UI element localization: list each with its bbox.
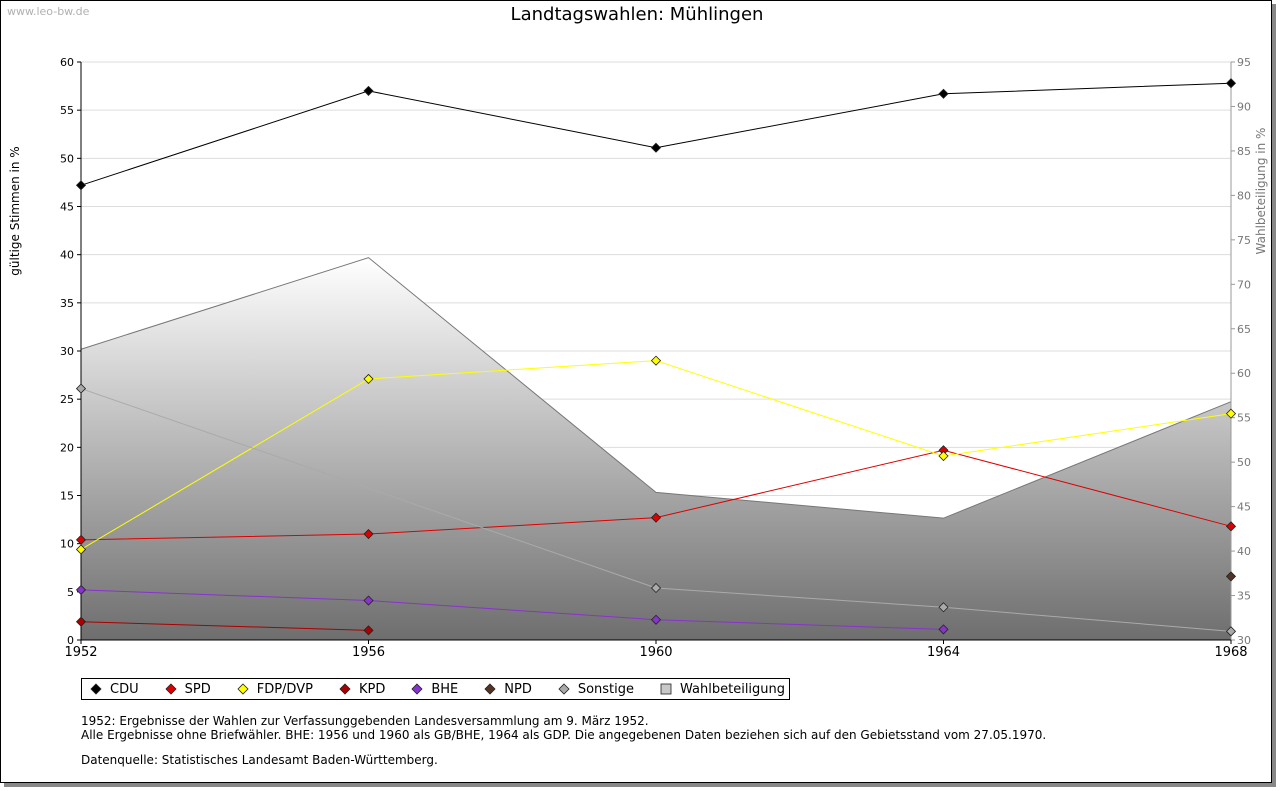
legend-marker-cdu <box>90 683 102 695</box>
watermark: www.leo-bw.de <box>7 5 90 18</box>
x-tick-label: 1952 <box>64 645 97 660</box>
y-tick-label-right: 55 <box>1237 412 1251 425</box>
y-tick-label-right: 50 <box>1237 456 1251 469</box>
data-point-cdu <box>938 88 949 99</box>
legend-marker-npd <box>484 683 496 695</box>
data-point-fdp-dvp <box>363 373 374 385</box>
data-point-sonstige <box>75 383 87 394</box>
data-point-bhe <box>363 595 374 606</box>
legend-label-spd: SPD <box>184 681 211 697</box>
series-line-cdu <box>80 82 1232 186</box>
data-point-fdp-dvp <box>1225 408 1237 419</box>
y-tick-label-right: 80 <box>1237 189 1251 202</box>
y-tick-label-left: 60 <box>60 56 74 69</box>
legend-marker-fdp-dvp <box>237 683 249 695</box>
y-tick-label-left: 5 <box>67 586 74 599</box>
data-point-spd <box>75 534 87 545</box>
data-point-kpd <box>75 616 87 627</box>
data-point-fdp-dvp <box>938 450 949 462</box>
data-point-bhe <box>650 614 662 625</box>
series-line-bhe <box>80 589 944 630</box>
legend-item-cdu: CDU <box>90 682 139 697</box>
y-tick-label-left: 0 <box>67 634 74 647</box>
y-tick-label-right: 75 <box>1237 234 1251 247</box>
y-tick-label-right: 60 <box>1237 367 1251 380</box>
data-point-sonstige <box>938 602 949 613</box>
legend-label-sonstige: Sonstige <box>577 681 635 697</box>
y-tick-label-right: 35 <box>1237 590 1251 603</box>
data-point-bhe <box>938 624 949 635</box>
data-point-bhe <box>75 584 87 595</box>
legend-marker-sonstige <box>558 683 570 695</box>
y-axis-label-left: gültige Stimmen in % <box>8 146 22 275</box>
data-point-cdu <box>1225 78 1237 89</box>
y-tick-label-left: 55 <box>60 104 74 117</box>
x-tick-label: 1968 <box>1214 645 1247 660</box>
chart-notes: 1952: Ergebnisse der Wahlen zur Verfassu… <box>81 714 1046 742</box>
y-tick-label-left: 40 <box>60 249 74 262</box>
data-point-spd <box>363 528 374 540</box>
data-point-cdu <box>363 85 374 96</box>
legend-label-cdu: CDU <box>110 681 139 697</box>
legend-label-bhe: BHE <box>431 681 459 697</box>
legend-marker-bhe <box>411 683 423 695</box>
legend-label-npd: NPD <box>504 681 532 697</box>
y-tick-label-left: 25 <box>60 393 74 406</box>
series-line-kpd <box>80 621 369 631</box>
legend-marker-kpd <box>339 683 351 695</box>
data-point-fdp-dvp <box>650 355 662 366</box>
data-point-sonstige <box>1225 626 1237 637</box>
chart-plot: 0 5 10 15 20 25 30 35 40 45 50 55 60 30 35 40 45 50 55 60 65… <box>8 56 1268 660</box>
chart-title: Landtagswahlen: Mühlingen <box>510 4 764 25</box>
legend-item-sonstige: Sonstige <box>558 682 634 697</box>
x-tick-label: 1956 <box>352 645 385 660</box>
y-tick-label-left: 30 <box>60 345 74 358</box>
data-point-spd <box>650 512 662 523</box>
series-line-sonstige <box>80 388 1232 632</box>
y-tick-label-right: 85 <box>1237 145 1251 158</box>
y-tick-label-right: 65 <box>1237 323 1251 336</box>
data-point-kpd <box>363 625 374 636</box>
y-tick-label-right: 45 <box>1237 501 1251 514</box>
legend-label-wahlbeteiligung: Wahlbeteiligung <box>680 681 786 697</box>
data-point-cdu <box>75 180 87 191</box>
y-tick-label-right: 40 <box>1237 545 1251 558</box>
data-point-cdu <box>650 142 662 153</box>
legend-item-wahlbeteiligung: Wahlbeteiligung <box>660 682 785 697</box>
y-tick-label-left: 10 <box>60 538 74 551</box>
legend-marker-wahlbeteiligung <box>660 683 672 695</box>
data-point-npd <box>1225 571 1237 582</box>
y-tick-label-left: 35 <box>60 297 74 310</box>
y-tick-label-right: 30 <box>1237 634 1251 647</box>
data-point-fdp-dvp <box>75 544 87 555</box>
chart-legend: CDU SPD FDP/DVP KPD BHE NPD Sonstige Wahlbeteil… <box>81 678 791 700</box>
y-tick-label-left: 20 <box>60 441 74 454</box>
y-tick-label-right: 95 <box>1237 56 1251 69</box>
data-source: Datenquelle: Statistisches Landesamt Bad… <box>81 753 438 767</box>
legend-item-kpd: KPD <box>339 682 385 697</box>
legend-item-fdp-dvp: FDP/DVP <box>237 682 313 697</box>
legend-item-bhe: BHE <box>411 682 458 697</box>
data-point-spd <box>1225 521 1237 532</box>
x-tick-label: 1964 <box>927 645 960 660</box>
data-point-sonstige <box>650 582 662 594</box>
y-tick-label-right: 90 <box>1237 100 1251 113</box>
legend-item-npd: NPD <box>484 682 532 697</box>
y-tick-label-left: 15 <box>60 490 74 503</box>
note-line: 1952: Ergebnisse der Wahlen zur Verfassu… <box>81 714 649 728</box>
legend-item-spd: SPD <box>165 682 211 697</box>
area-wahlbeteiligung <box>81 257 1231 640</box>
legend-marker-spd <box>165 683 177 695</box>
y-tick-label-right: 70 <box>1237 278 1251 291</box>
y-tick-label-left: 50 <box>60 152 74 165</box>
legend-label-fdp-dvp: FDP/DVP <box>256 681 313 697</box>
note-line: Alle Ergebnisse ohne Briefwähler. BHE: 1… <box>81 728 1047 742</box>
legend-label-kpd: KPD <box>358 681 386 697</box>
y-tick-label-left: 45 <box>60 201 74 214</box>
x-tick-label: 1960 <box>639 645 672 660</box>
y-axis-label-right: Wahlbeteiligung in % <box>1254 128 1268 255</box>
area-wahlbeteiligung-line <box>80 257 1232 519</box>
